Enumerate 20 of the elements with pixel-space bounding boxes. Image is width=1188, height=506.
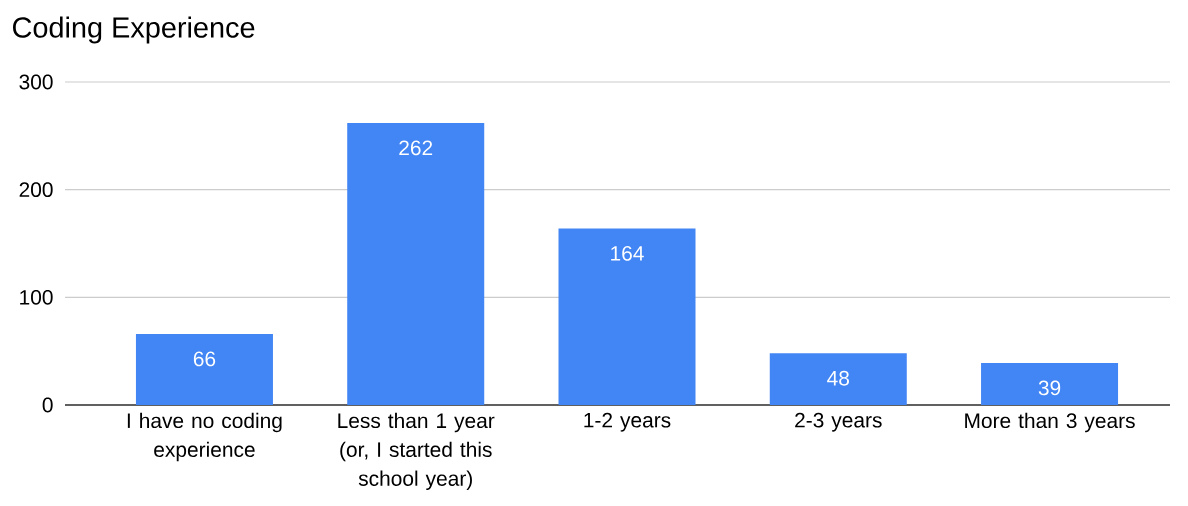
data-label: 48 (827, 370, 849, 386)
x-tick-label: I have no coding experience (127, 412, 282, 462)
data-label: 39 (1038, 380, 1061, 396)
bar (981, 363, 1119, 405)
data-label: 66 (193, 351, 216, 367)
x-tick-label: 2-3 years (795, 412, 882, 432)
x-tick-label: 1-2 years (584, 412, 671, 432)
y-tick-label: 200 (19, 182, 53, 198)
y-tick-label: 0 (42, 397, 53, 413)
chart-title: Coding Experience (13, 16, 255, 44)
bar (135, 333, 273, 405)
x-tick-label: Less than 1 year (or, I started this school year) (338, 412, 495, 491)
data-label: 262 (399, 140, 433, 156)
y-tick-label: 100 (20, 289, 53, 305)
x-tick-label: More than 3 years (965, 412, 1135, 433)
data-label: 164 (611, 245, 644, 261)
bar (769, 353, 907, 405)
y-tick-label: 300 (19, 74, 53, 90)
bar (558, 228, 696, 405)
bar (347, 122, 485, 405)
